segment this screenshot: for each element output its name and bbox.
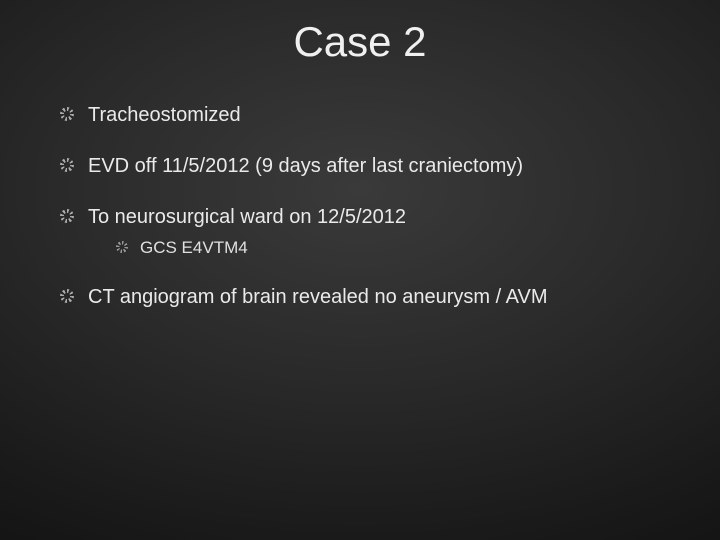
sub-bullet-list: GCS E4VTM4 [88,237,680,260]
list-item: EVD off 11/5/2012 (9 days after last cra… [60,153,680,180]
list-item: Tracheostomized [60,102,680,129]
slide: Case 2 Tracheostomized EVD off 11/5/2012… [0,0,720,540]
sub-list-item: GCS E4VTM4 [116,237,680,260]
slide-title: Case 2 [0,0,720,102]
bullet-text: To neurosurgical ward on 12/5/2012 [88,206,406,228]
list-item: To neurosurgical ward on 12/5/2012 GCS E… [60,204,680,260]
bullet-text: CT angiogram of brain revealed no aneury… [88,286,548,308]
bullet-text: EVD off 11/5/2012 (9 days after last cra… [88,155,523,177]
bullet-text: GCS E4VTM4 [140,238,248,257]
list-item: CT angiogram of brain revealed no aneury… [60,284,680,311]
bullet-text: Tracheostomized [88,104,241,126]
bullet-list: Tracheostomized EVD off 11/5/2012 (9 day… [0,102,720,311]
